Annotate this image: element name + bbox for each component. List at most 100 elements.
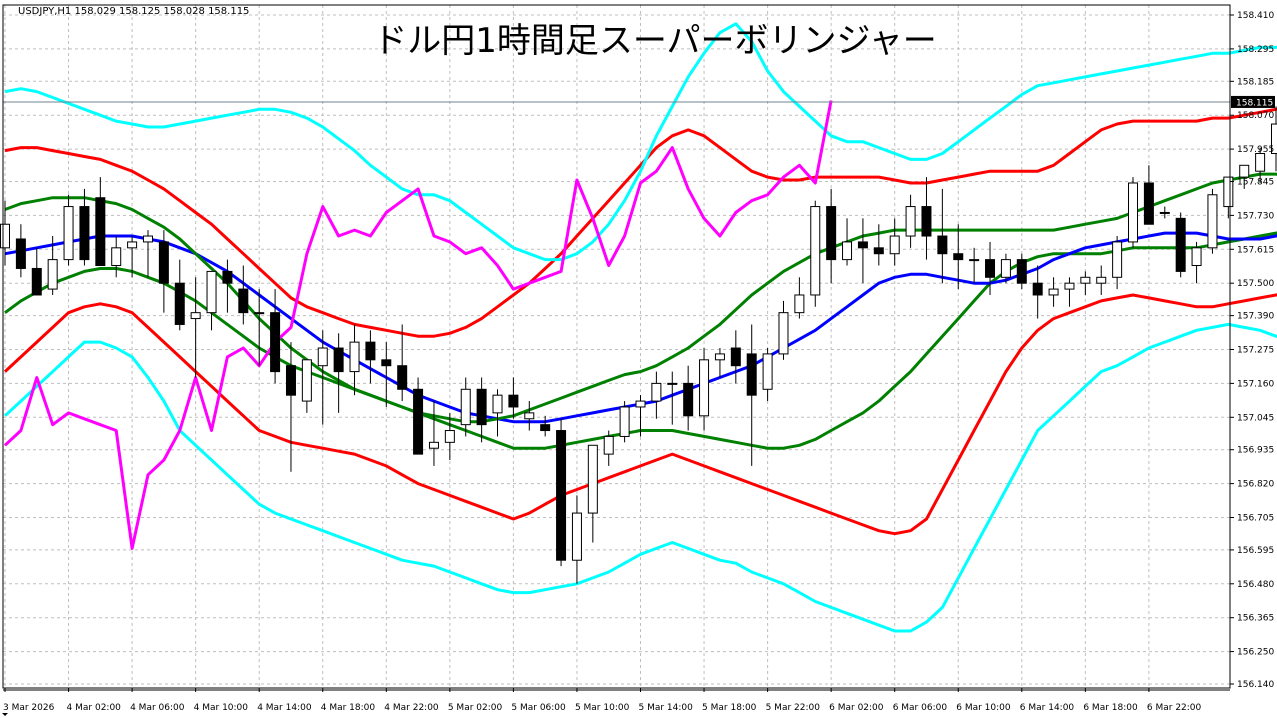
candle-body-down xyxy=(873,247,884,255)
candle xyxy=(397,324,408,402)
candle-body-up xyxy=(571,512,582,561)
plot-border xyxy=(2,4,1231,689)
candle xyxy=(31,247,42,296)
candle-body-up xyxy=(667,382,678,385)
candle-body-up xyxy=(317,347,328,367)
y-tick-label: 157.500 xyxy=(1237,279,1274,289)
plot-frame xyxy=(2,4,1231,691)
candle xyxy=(1255,147,1266,183)
candle xyxy=(699,348,710,431)
indicator-line-3 xyxy=(4,231,1277,450)
candle xyxy=(953,224,964,290)
x-tick-label: 4 Mar 18:00 xyxy=(321,703,376,713)
axes: 158.410 158.295 158.185 158.070 157.955 157.8… xyxy=(3,11,1274,713)
symbol-info: USDJPY,H1 158.029 158.125 158.028 158.11… xyxy=(18,6,249,17)
candle-body-up xyxy=(1128,182,1139,243)
candle-body-up xyxy=(619,406,630,437)
x-tick-label: 3 Mar 2026 xyxy=(3,703,55,713)
candle-body-down xyxy=(826,206,837,261)
y-tick-label: 156.365 xyxy=(1237,614,1274,624)
candle-body-up xyxy=(428,441,439,449)
y-tick-label: 157.955 xyxy=(1237,145,1274,155)
candle-body-up xyxy=(889,235,900,255)
candle-body-down xyxy=(1143,182,1154,225)
candle xyxy=(142,230,153,278)
candle-body-up xyxy=(1112,241,1123,278)
x-tick-label: 5 Mar 06:00 xyxy=(511,703,566,713)
candle xyxy=(794,277,805,319)
candle xyxy=(238,265,249,325)
candle-body-down xyxy=(985,259,996,278)
candle xyxy=(667,371,678,425)
candle-body-up xyxy=(206,270,217,314)
candle-body-down xyxy=(540,424,551,432)
candle xyxy=(587,444,598,543)
candle xyxy=(413,377,424,455)
candle xyxy=(254,289,265,366)
candle xyxy=(969,247,980,284)
candle xyxy=(1032,265,1043,319)
candle-body-up xyxy=(1064,282,1075,290)
candle xyxy=(111,236,122,278)
y-tick-label: 156.140 xyxy=(1237,680,1274,690)
candle-body-up xyxy=(1080,276,1091,284)
candle-body-up xyxy=(1271,123,1277,155)
candle-body-down xyxy=(413,388,424,455)
indicator-line-1 xyxy=(3,322,1277,633)
candle xyxy=(508,377,519,419)
candle-body-down xyxy=(746,353,757,396)
candle-body-up xyxy=(349,341,360,373)
candle-body-down xyxy=(857,241,868,249)
y-tick-label: 157.845 xyxy=(1237,178,1274,188)
candle-body-down xyxy=(1016,259,1027,284)
candle xyxy=(63,194,74,266)
candle xyxy=(905,194,916,248)
candle-body-up xyxy=(635,400,646,408)
candle xyxy=(301,359,312,413)
candle xyxy=(428,401,439,466)
candle xyxy=(937,188,948,284)
y-tick-label: 158.070 xyxy=(1237,111,1274,121)
indicator-line-2 xyxy=(3,293,1277,536)
candle-body-down xyxy=(508,394,519,408)
candle-body-down xyxy=(683,382,694,417)
collapse-triangle-icon[interactable] xyxy=(2,713,8,716)
candle xyxy=(127,236,138,278)
y-tick-label: 156.250 xyxy=(1237,648,1274,658)
candle xyxy=(635,395,646,437)
candle xyxy=(683,365,694,431)
candle-body-up xyxy=(1239,164,1250,178)
indicator-line-5 xyxy=(4,172,1277,424)
candle-body-down xyxy=(556,430,567,561)
candle-body-up xyxy=(1096,276,1107,284)
candle-body-down xyxy=(270,312,281,373)
x-tick-label: 6 Mar 18:00 xyxy=(1083,703,1138,713)
candle xyxy=(985,241,996,295)
candle-body-up xyxy=(524,412,535,420)
x-tick-label: 6 Mar 02:00 xyxy=(829,703,884,713)
indicator-line-6 xyxy=(4,107,1277,338)
candle-body-down xyxy=(79,206,90,261)
candle-body-down xyxy=(1175,217,1186,272)
x-tick-label: 4 Mar 06:00 xyxy=(130,703,185,713)
candle xyxy=(873,224,884,266)
candle-body-up xyxy=(762,353,773,390)
candle xyxy=(460,377,471,437)
candle-body-down xyxy=(397,365,408,390)
x-tick-label: 5 Mar 22:00 xyxy=(766,703,821,713)
y-tick-label: 156.480 xyxy=(1237,580,1274,590)
candle xyxy=(1080,271,1091,295)
collapse-icon[interactable] xyxy=(2,713,8,716)
candle-body-up xyxy=(1159,211,1170,214)
candle xyxy=(190,277,201,378)
candle xyxy=(158,230,169,313)
candle-body-up xyxy=(651,382,662,402)
candle xyxy=(1143,165,1154,225)
indicator-line-8 xyxy=(3,100,833,550)
candle-body-up xyxy=(1048,288,1059,296)
candle-body-down xyxy=(921,206,932,237)
indicator-line-7 xyxy=(4,22,1277,262)
y-tick-label: 158.410 xyxy=(1237,11,1274,21)
